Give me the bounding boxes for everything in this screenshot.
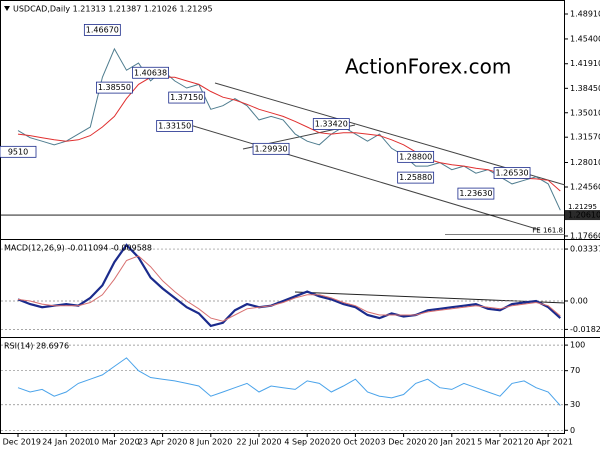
annotation-label: 1.33150 (158, 121, 191, 130)
panel-title: MACD(12,26,9) -0.011094 -0.009588 (4, 244, 152, 253)
annotation-box (96, 81, 133, 94)
annotation-box (156, 120, 194, 132)
annotation-box (397, 171, 435, 184)
annotation-box (493, 167, 531, 179)
watermark: ActionForex.com (345, 55, 511, 79)
trend-line (294, 291, 566, 304)
annotation-label: 1.33420 (315, 120, 348, 129)
y-tick-label: 1.28010 (570, 158, 600, 167)
annotation-label: 1.25880 (399, 173, 432, 182)
annotation-label: 1.23630 (459, 189, 492, 198)
series-line (17, 76, 561, 192)
title-icon (4, 6, 10, 11)
annotation-box (0, 145, 37, 158)
panel-title: RSI(14) 28.6976 (4, 342, 69, 351)
y-tick-label: 1.45400 (570, 34, 600, 43)
x-tick-label: 23 Apr 2020 (138, 438, 187, 447)
annotation-box (168, 91, 206, 104)
y-tick-label: 0.03337 (570, 245, 600, 254)
x-tick-label: 3 Dec 2020 (381, 438, 427, 447)
y-tick-label: 0 (570, 426, 575, 435)
annotation-label: 1.28800 (399, 152, 432, 161)
y-tick-label: 0.00 (570, 296, 588, 305)
y-tick-label: 70 (570, 366, 580, 375)
annotation-label: 1.38550 (98, 83, 131, 92)
annotation-box (457, 187, 495, 200)
x-tick-label: 8 Jun 2020 (189, 438, 232, 447)
y-tick-label: 30 (570, 400, 580, 409)
x-tick-label: 24 Jan 2020 (42, 438, 90, 447)
annotation-label: 1.29930 (255, 144, 288, 153)
fe-label: FE 161.8 (532, 227, 563, 235)
series-line (17, 243, 562, 328)
x-tick-label: 22 Jul 2020 (236, 438, 281, 447)
series-line (17, 357, 561, 406)
annotation-label: 1.26530 (496, 168, 529, 177)
annotation-box (397, 150, 435, 163)
x-tick-label: 4 Sep 2020 (284, 438, 330, 447)
price-tag-label: 1.20610 (568, 211, 600, 220)
annotation-label: 1.37150 (170, 93, 203, 102)
y-tick-label: 1.24560 (570, 182, 600, 191)
x-tick-label: 20 Apr 2021 (523, 438, 572, 447)
x-tick-label: 5 Mar 2021 (477, 438, 523, 447)
y-tick-label: 1.38450 (570, 84, 600, 93)
annotation-label: 9510 (8, 147, 28, 156)
y-tick-label: 1.17660 (570, 232, 600, 241)
x-tick-label: 9 Dec 2019 (0, 438, 41, 447)
series-line (17, 255, 561, 322)
y-tick-label: 1.48910 (570, 10, 600, 19)
y-tick-label: 1.41910 (570, 59, 600, 68)
price-tag-label: 1.21295 (568, 203, 597, 211)
annotation-box (312, 118, 350, 130)
y-tick-label: 1.35010 (570, 108, 600, 117)
annotation-label: 1.40638 (134, 68, 167, 77)
y-tick-label: -0.018262 (570, 325, 600, 334)
series-line (17, 47, 561, 211)
x-tick-label: 20 Jan 2021 (428, 438, 476, 447)
channel-line (189, 124, 541, 231)
x-tick-label: 10 Mar 2020 (89, 438, 140, 447)
frame (0, 0, 565, 434)
y-tick-label: 1.31570 (570, 133, 600, 142)
y-tick-label: 100 (570, 341, 585, 350)
annotation-box (132, 66, 169, 79)
panel-title: USDCAD,Daily 1.21313 1.21387 1.21026 1.2… (13, 5, 213, 14)
annotation-box (83, 24, 121, 36)
annotation-label: 1.46670 (86, 25, 119, 34)
annotation-box (252, 142, 290, 155)
price-tag (565, 210, 600, 221)
x-tick-label: 20 Oct 2020 (331, 438, 380, 447)
